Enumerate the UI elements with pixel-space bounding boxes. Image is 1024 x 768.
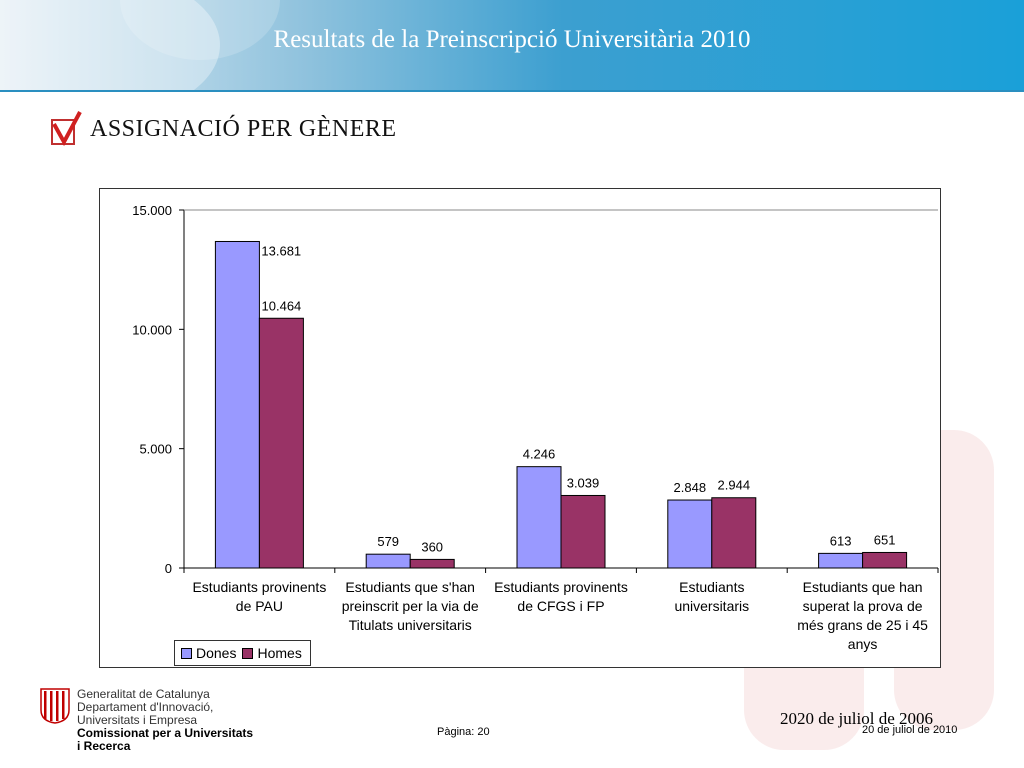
x-tick-label: Estudiants que s'han	[345, 579, 475, 595]
data-label: 2.944	[718, 478, 751, 493]
y-tick-label: 10.000	[132, 322, 172, 337]
footer-date-large: 2020 de juliol de 2006	[780, 709, 933, 728]
legend-item-homes: Homes	[240, 645, 302, 661]
data-label: 360	[421, 539, 443, 554]
bar-homes	[862, 551, 908, 569]
page-number: Pàgina: 20	[437, 726, 490, 738]
bar-homes	[560, 494, 606, 569]
chart-container: 0 5.000 10.000 15.000 13.681 10.464 579 360 4.2…	[99, 188, 941, 668]
x-tick-label: anys	[848, 636, 878, 652]
generalitat-logo-icon	[40, 688, 70, 724]
org-line: Universitats i Empresa	[77, 713, 198, 727]
data-label: 651	[874, 532, 896, 547]
section-title: ASSIGNACIÓ PER GÈNERE	[90, 116, 397, 142]
data-label: 13.681	[261, 243, 301, 258]
bar-chart: 0 5.000 10.000 15.000 13.681 10.464 579 360 4.2…	[132, 203, 939, 652]
header-banner: Resultats de la Preinscripció Università…	[0, 0, 1024, 90]
legend-label-homes: Homes	[257, 645, 302, 661]
x-tick-label: Estudiants	[679, 579, 744, 595]
x-tick-label: Estudiants provinents	[192, 579, 326, 595]
bar-homes	[258, 317, 304, 569]
data-label: 4.246	[523, 447, 556, 462]
x-tick-label: preinscrit per la via de	[342, 598, 479, 614]
legend-label-dones: Dones	[196, 645, 237, 661]
x-tick-label: de CFGS i FP	[517, 598, 604, 614]
bar-dones	[365, 553, 411, 569]
checkmark-icon	[51, 111, 82, 147]
data-label: 579	[377, 534, 399, 549]
x-tick-label: Estudiants provinents	[494, 579, 628, 595]
y-tick-label: 5.000	[139, 442, 172, 457]
x-tick-label: Estudiants que han	[803, 579, 923, 595]
bar-homes	[409, 558, 455, 569]
data-label: 613	[830, 533, 852, 548]
footer-organization: Generalitat de Catalunya Departament d'I…	[77, 688, 253, 753]
org-line: Generalitat de Catalunya	[77, 687, 210, 701]
banner-decoration	[0, 0, 220, 90]
legend-item-dones: Dones	[179, 645, 236, 661]
y-tick-label: 15.000	[132, 203, 172, 218]
x-tick-label: més grans de 25 i 45	[797, 617, 928, 633]
bar-dones	[214, 240, 260, 569]
x-tick-label: Titulats universitaris	[349, 617, 472, 633]
x-tick-label: de PAU	[236, 598, 283, 614]
x-tick-label: superat la prova de	[803, 598, 923, 614]
org-line: i Recerca	[77, 739, 131, 753]
bar-dones	[516, 466, 562, 569]
y-tick-label: 0	[165, 561, 172, 576]
data-label: 2.848	[674, 480, 707, 495]
legend-swatch-homes	[242, 647, 254, 659]
bar-dones	[818, 552, 864, 569]
footer-date-small: 20 de juliol de 2010	[862, 724, 958, 736]
chart-legend: Dones Homes	[174, 640, 311, 666]
org-line: Comissionat per a Universitats	[77, 726, 254, 740]
org-line: Departament d'Innovació,	[77, 700, 214, 714]
data-label: 3.039	[567, 475, 600, 490]
bar-homes	[711, 497, 757, 569]
bars: 13.681 10.464 579 360 4.246 3.039 2.848 2.944 61…	[214, 240, 908, 569]
bar-dones	[667, 499, 713, 569]
page-title: Resultats de la Preinscripció Università…	[273, 26, 751, 53]
x-axis-labels: Estudiants provinents de PAU Estudiants qu…	[192, 579, 928, 652]
legend-swatch-dones	[181, 647, 192, 659]
header-divider	[0, 90, 1024, 92]
x-tick-label: universitaris	[674, 598, 749, 614]
data-label: 10.464	[262, 298, 302, 313]
